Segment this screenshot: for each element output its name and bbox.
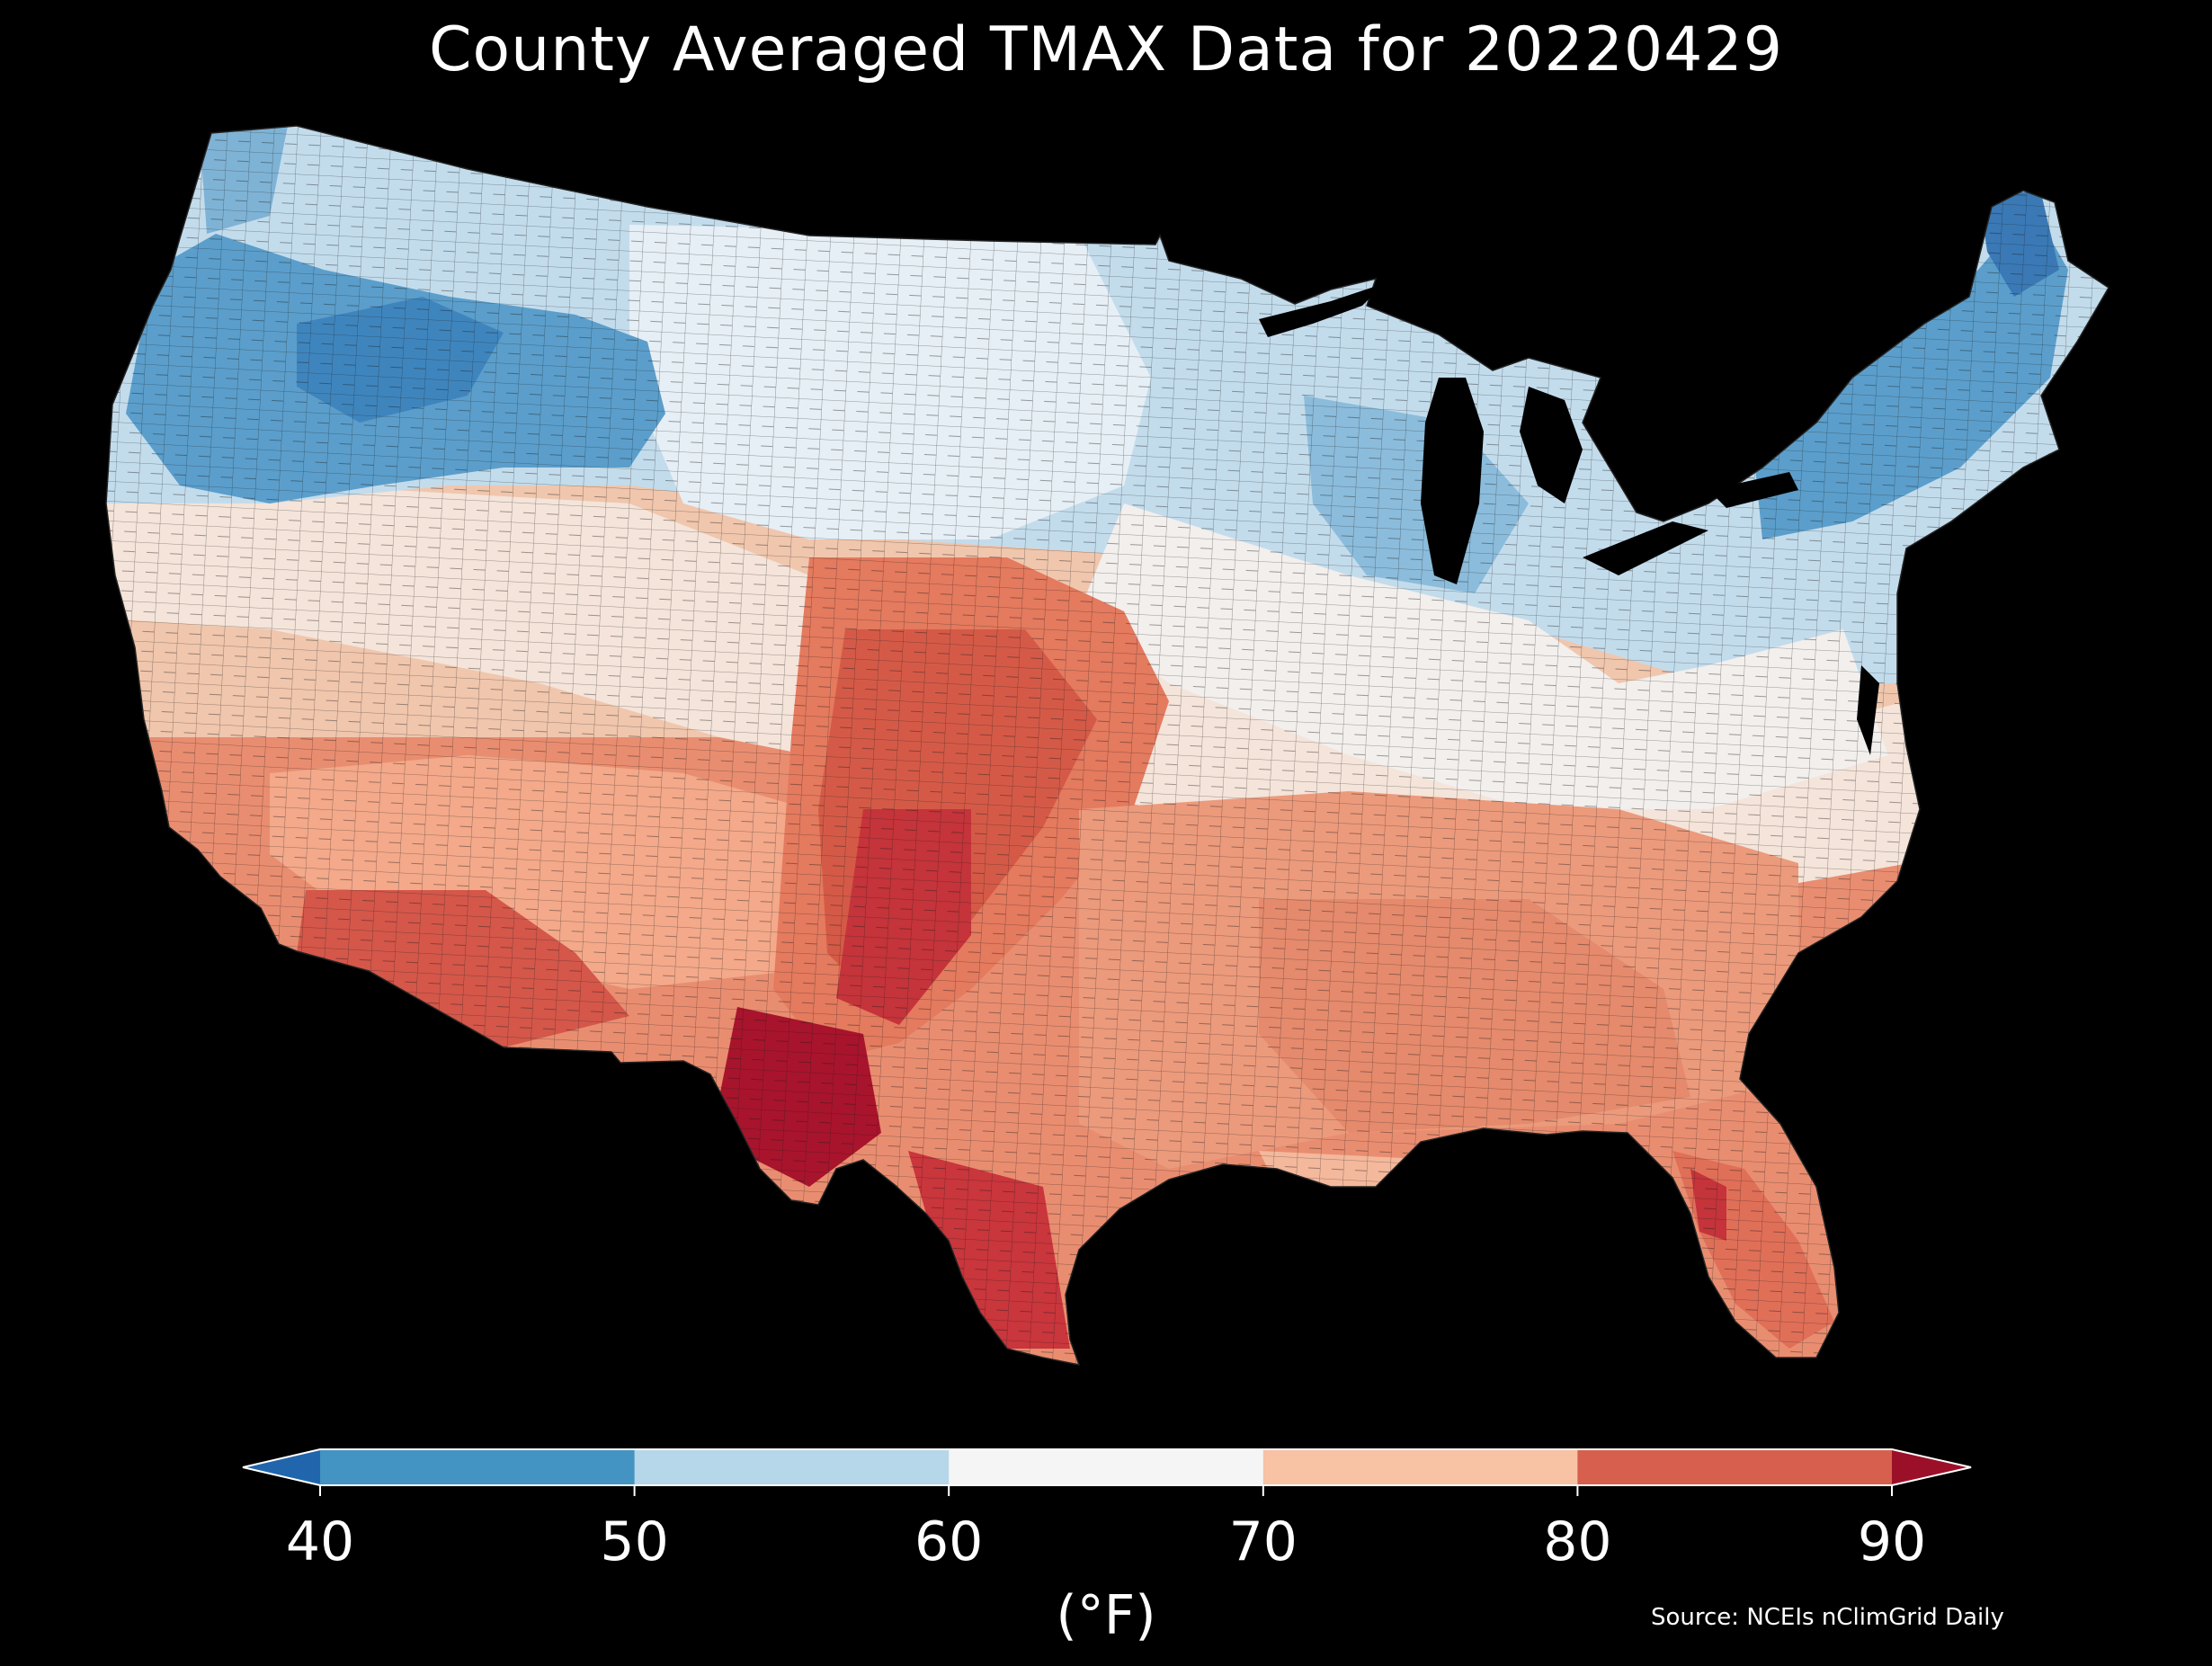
colorbar-tick-label: 60 (914, 1510, 984, 1573)
lake-ontario (1708, 472, 1798, 508)
colorbar-bin-50-60 (634, 1449, 950, 1485)
lake-erie (1583, 521, 1708, 575)
lake-superior (1259, 283, 1385, 337)
colorbar-bin-70-80 (1262, 1449, 1578, 1485)
chart-title: County Averaged TMAX Data for 20220429 (429, 14, 1783, 85)
colorbar-extend-low (243, 1449, 320, 1485)
us-outline (105, 125, 2110, 1366)
colorbar-tick-label: 70 (1228, 1510, 1298, 1573)
colorbar-tick-label: 80 (1543, 1510, 1612, 1573)
colorbar-bin-60-70 (949, 1449, 1264, 1485)
colorbar-tick-label: 50 (600, 1510, 669, 1573)
source-note: Source: NCEIs nClimGrid Daily (1651, 1604, 2004, 1631)
colorbar-extend-high (1892, 1449, 1971, 1485)
lake-michigan (1421, 378, 1484, 584)
colorbar-unit-label: (°F) (1056, 1584, 1156, 1647)
colorbar-tick-label: 90 (1857, 1510, 1927, 1573)
colorbar-bin-40-50 (320, 1449, 636, 1485)
lake-huron (1520, 387, 1583, 503)
colorbar-bin-80-90 (1577, 1449, 1893, 1485)
colorbar-tick-label: 40 (285, 1510, 355, 1573)
